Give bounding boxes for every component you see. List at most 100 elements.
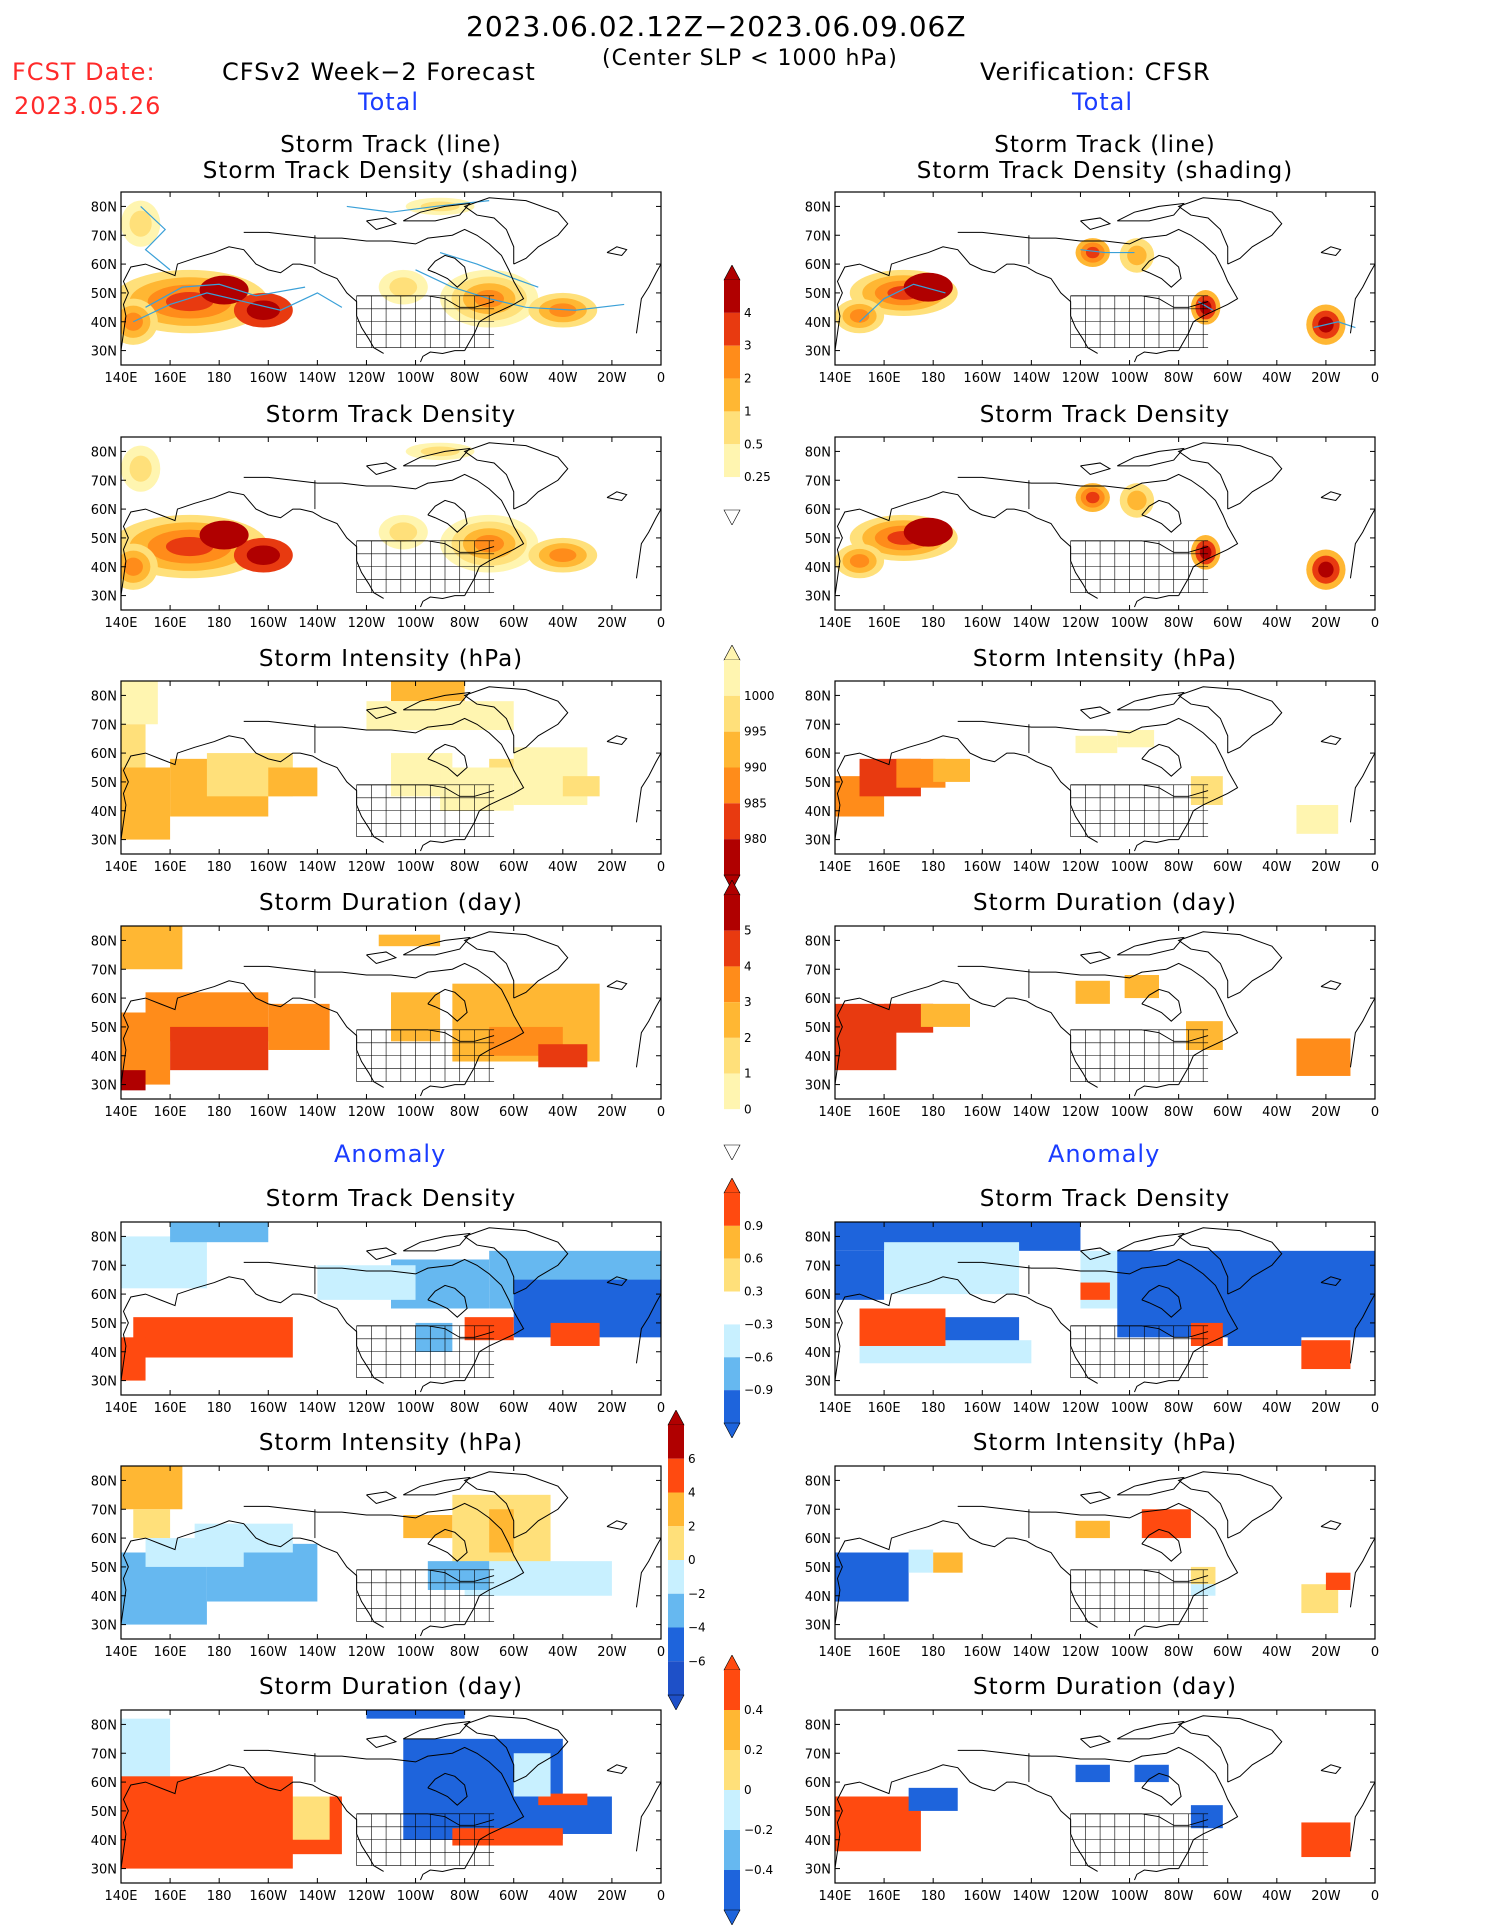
panel-l5-field: [121, 1222, 661, 1381]
lon-tick-label: 0: [1371, 1401, 1379, 1416]
colorbar-label: 0.5: [744, 437, 763, 451]
lon-tick-label: 160E: [154, 616, 187, 631]
left-anomaly-label: Anomaly: [334, 1140, 447, 1168]
panel-l4-map: 140E 160E 180 160W 140W 120W 100W 80W 60W 40W 20W 0…: [91, 925, 665, 1120]
lon-tick-label: 160E: [154, 1889, 187, 1904]
colorbar-label: 0.2: [744, 1743, 763, 1757]
lat-tick-label: 40N: [805, 1834, 831, 1849]
lon-tick-label: 160E: [868, 1401, 901, 1416]
lon-tick-label: 140E: [104, 1401, 137, 1416]
lon-tick-label: 140W: [1013, 1105, 1051, 1120]
lon-tick-label: 100W: [1111, 616, 1149, 631]
panel-l1-map: 140E 160E 180 160W 140W 120W 100W 80W 60W 40W 20W 0…: [91, 191, 665, 386]
lat-tick-label: 60N: [91, 992, 117, 1007]
lon-tick-label: 60W: [499, 1105, 529, 1120]
title-r1a: Storm Track (line): [994, 132, 1216, 158]
lat-tick-label: 50N: [805, 1317, 831, 1332]
lat-tick-label: 70N: [805, 474, 831, 489]
lat-tick-label: 30N: [805, 1375, 831, 1390]
panel-l3-map: 140E 160E 180 160W 140W 120W 100W 80W 60W 40W 20W 0…: [91, 680, 665, 875]
colorbar-label: −0.6: [744, 1350, 773, 1364]
colorbar-label: −0.9: [744, 1383, 773, 1397]
lon-tick-label: 160W: [249, 371, 287, 386]
panel-r6-map: 140E 160E 180 160W 140W 120W 100W 80W 60W 40W 20W 0…: [805, 1465, 1379, 1660]
lon-tick-label: 140W: [1013, 1889, 1051, 1904]
colorbar-label: 4: [744, 959, 752, 973]
fcst-date-label: FCST Date:: [12, 58, 156, 86]
panel-r6: 140E 160E 180 160W 140W 120W 100W 80W 60W 40W 20W 0…: [805, 1465, 1379, 1661]
panel-r3-map: 140E 160E 180 160W 140W 120W 100W 80W 60W 40W 20W 0…: [805, 680, 1379, 875]
lon-tick-label: 80W: [450, 1401, 480, 1416]
panel-l6-coastlines: [121, 1471, 661, 1637]
lon-tick-label: 20W: [597, 371, 627, 386]
panel-r4-map: 140E 160E 180 160W 140W 120W 100W 80W 60W 40W 20W 0…: [805, 925, 1379, 1120]
colorbar-label: 2: [688, 1519, 696, 1533]
lon-tick-label: 120W: [1062, 616, 1100, 631]
colorbar-duration-total: 5 4 3 2 1 0: [716, 879, 786, 1164]
lon-tick-label: 140W: [299, 1645, 337, 1660]
lon-tick-label: 80W: [450, 1645, 480, 1660]
lon-tick-label: 20W: [597, 1645, 627, 1660]
colorbar-label: −0.3: [744, 1317, 773, 1331]
lon-tick-label: 20W: [1311, 1401, 1341, 1416]
lon-tick-label: 40W: [548, 616, 578, 631]
lat-tick-label: 80N: [805, 1230, 831, 1245]
lon-tick-label: 80W: [450, 860, 480, 875]
panel-r2-field: [835, 483, 1346, 590]
lat-tick-label: 30N: [805, 590, 831, 605]
panel-r7-field: [835, 1764, 1351, 1858]
lon-tick-label: 140E: [104, 616, 137, 631]
lon-tick-label: 180: [207, 1645, 232, 1660]
left-model-label: CFSv2 Week−2 Forecast: [222, 58, 536, 86]
lon-tick-label: 160E: [154, 1401, 187, 1416]
lon-tick-label: 120W: [1062, 1889, 1100, 1904]
colorbar-intensity-total: 1000 995 990 985 980: [716, 644, 786, 894]
panel-l7-map: 140E 160E 180 160W 140W 120W 100W 80W 60W 40W 20W 0…: [91, 1709, 665, 1904]
lon-tick-label: 0: [1371, 371, 1379, 386]
lat-tick-label: 60N: [805, 1288, 831, 1303]
lat-tick-label: 60N: [805, 747, 831, 762]
title-l5: Storm Track Density: [265, 1186, 517, 1212]
lat-tick-label: 70N: [805, 963, 831, 978]
lat-tick-label: 40N: [91, 1346, 117, 1361]
lon-tick-label: 180: [207, 1401, 232, 1416]
panel-l2: 140E 160E 180 160W 140W 120W 100W 80W 60W 40W 20W 0…: [91, 436, 665, 632]
colorbar-label: 995: [744, 725, 767, 739]
lon-tick-label: 40W: [548, 371, 578, 386]
title-r3: Storm Intensity (hPa): [972, 646, 1238, 672]
lat-tick-label: 80N: [91, 200, 117, 215]
lon-tick-label: 40W: [1262, 371, 1292, 386]
lat-tick-label: 60N: [805, 503, 831, 518]
lon-tick-label: 0: [657, 1889, 665, 1904]
lon-tick-label: 80W: [450, 371, 480, 386]
lon-tick-label: 100W: [1111, 1645, 1149, 1660]
lon-tick-label: 100W: [397, 1645, 435, 1660]
panel-l6: 140E 160E 180 160W 140W 120W 100W 80W 60W 40W 20W 0…: [91, 1465, 665, 1661]
lat-tick-label: 50N: [91, 1317, 117, 1332]
lon-tick-label: 180: [207, 616, 232, 631]
lat-tick-label: 30N: [805, 834, 831, 849]
lon-tick-label: 0: [1371, 860, 1379, 875]
lon-tick-label: 0: [1371, 1889, 1379, 1904]
lat-tick-label: 30N: [91, 345, 117, 360]
lon-tick-label: 120W: [1062, 1105, 1100, 1120]
lat-tick-label: 40N: [91, 1590, 117, 1605]
panel-r5-coastlines: [835, 1227, 1375, 1393]
colorbar-label: 990: [744, 761, 767, 775]
title-l3: Storm Intensity (hPa): [258, 646, 524, 672]
lat-tick-label: 40N: [91, 1050, 117, 1065]
colorbar-label: 0.9: [744, 1219, 763, 1233]
title-l2: Storm Track Density: [265, 402, 517, 428]
criterion-text: (Center SLP < 1000 hPa): [602, 46, 898, 71]
panel-l1-coastlines: [121, 197, 661, 363]
title-r1b: Storm Track Density (shading): [916, 158, 1294, 184]
colorbar-label: 0: [744, 1102, 752, 1116]
colorbar-density-anom: 0.9 0.6 0.3 −0.3 −0.6 −0.9: [716, 1177, 786, 1442]
colorbar-label: 4: [744, 306, 752, 320]
title-r5: Storm Track Density: [979, 1186, 1231, 1212]
colorbar-label: 0.6: [744, 1252, 763, 1266]
lat-tick-label: 50N: [805, 287, 831, 302]
panel-l6-map: 140E 160E 180 160W 140W 120W 100W 80W 60W 40W 20W 0…: [91, 1465, 665, 1660]
lon-tick-label: 20W: [1311, 1889, 1341, 1904]
panel-l3: 140E 160E 180 160W 140W 120W 100W 80W 60W 40W 20W 0…: [91, 680, 665, 876]
